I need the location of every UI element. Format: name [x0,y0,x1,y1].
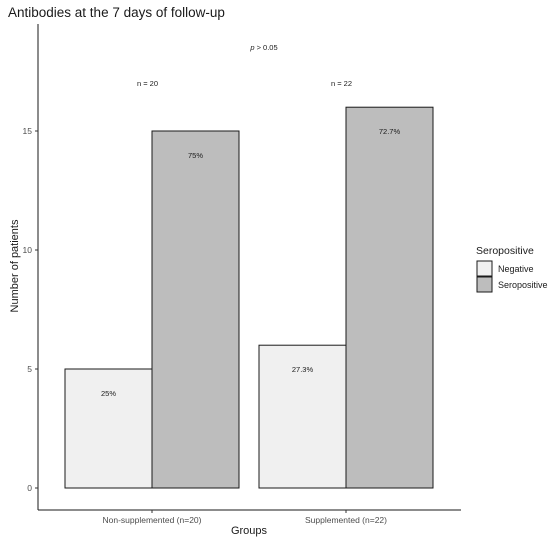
bar-seropositive-2 [345,106,434,489]
legend-label-seropositive: Seropositive [498,280,548,290]
x-tick-label: Supplemented (n=22) [305,515,387,525]
group-annotations: n = 20 n = 22 [137,79,352,88]
y-tick-label: 10 [23,245,33,255]
y-axis-label: Number of patients [9,219,21,312]
bar-seropositive-1 [151,130,240,489]
bar-data-label: 72.7% [379,127,401,136]
p-value-annotation: p > 0.05 [249,43,277,52]
legend-swatch-seropositive [476,276,493,293]
y-tick-label: 15 [23,126,33,136]
bar-labels: 25% 75% 27.3% 72.7% [101,127,400,398]
y-tick-label: 0 [27,483,32,493]
y-ticks: 0 5 10 15 [23,126,38,493]
p-value-text: > 0.05 [255,43,278,52]
p-symbol: p [249,43,254,52]
legend-items: Negative Seropositive [476,260,548,293]
axes [37,24,461,511]
bar-negative-2 [258,344,347,489]
legend: Seropositive Negative Seropositive [476,245,548,293]
x-ticks: Non-supplemented (n=20) Supplemented (n=2… [103,510,387,525]
bar-negative-1 [64,368,153,489]
x-axis-label: Groups [231,525,268,537]
x-tick-label: Non-supplemented (n=20) [103,515,202,525]
chart-title: Antibodies at the 7 days of follow-up [8,5,225,20]
y-tick-label: 5 [27,364,32,374]
bar-data-label: 27.3% [292,365,314,374]
legend-label-negative: Negative [498,264,534,274]
bars [64,106,434,489]
group-n-annotation: n = 20 [137,79,158,88]
legend-swatch-negative [476,260,493,277]
bar-data-label: 25% [101,389,116,398]
bar-data-label: 75% [188,151,203,160]
legend-title: Seropositive [476,245,534,257]
group-n-annotation: n = 22 [331,79,352,88]
